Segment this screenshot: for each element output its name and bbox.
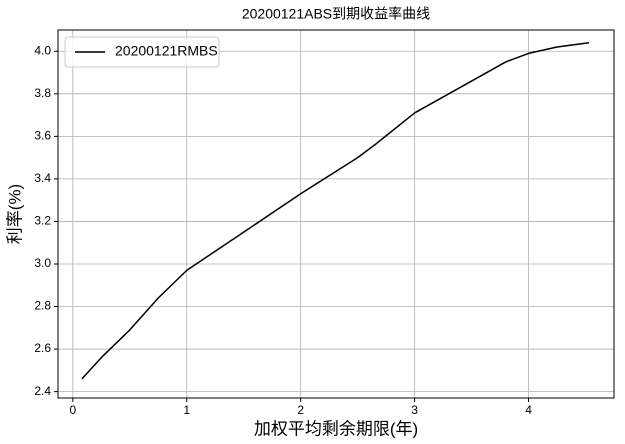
y-tick-label: 2.6 [34, 341, 51, 355]
x-tick-label: 2 [297, 403, 304, 417]
x-tick-label: 3 [411, 403, 418, 417]
x-tick-label: 4 [525, 403, 532, 417]
y-tick-label: 2.8 [34, 299, 51, 313]
legend-box [64, 36, 220, 68]
plot-frame [57, 29, 615, 399]
line-series [81, 42, 590, 380]
y-axis-label: 利率(%) [5, 184, 24, 244]
legend-label: 20200121RMBS [115, 43, 218, 59]
chart-title: 20200121ABS到期收益率曲线 [242, 6, 430, 22]
y-tick-label: 3.4 [34, 171, 51, 185]
x-tick-label: 0 [69, 403, 76, 417]
y-tick-label: 3.2 [34, 214, 51, 228]
y-tick-label: 4.0 [34, 43, 51, 57]
y-tick-label: 2.4 [34, 384, 51, 398]
y-tick-label: 3.8 [34, 86, 51, 100]
x-axis-label: 加权平均剩余期限(年) [254, 419, 418, 438]
y-tick-label: 3.6 [34, 129, 51, 143]
y-tick-label: 3.0 [34, 256, 51, 270]
x-tick-label: 1 [183, 403, 190, 417]
